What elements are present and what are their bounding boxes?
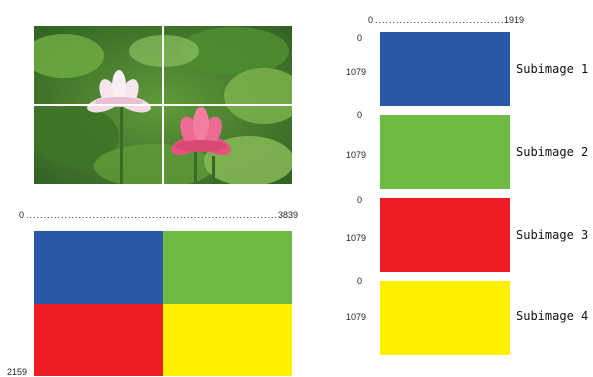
big-x-end-label: 3839 [278,210,299,220]
lotus-photo-illustration [34,26,292,184]
sub3-y-end: 1079 [346,233,367,243]
big-image-grid [34,231,292,376]
tile-top-left [34,231,163,304]
sub4-y-end: 1079 [346,312,367,322]
subimage-2-rect [380,115,510,189]
sub-x-end-label: 1919 [504,15,525,25]
subimage-3-rect [380,198,510,272]
sub-x-start-label: 0 [368,15,374,25]
lotus-photo [34,26,292,184]
sub1-y-start: 0 [357,33,363,43]
subimage-1-rect [380,32,510,106]
subimage-2-label: Subimage 2 [516,145,589,159]
subimage-1-label: Subimage 1 [516,62,589,76]
sub1-y-end: 1079 [346,67,367,77]
sub4-y-start: 0 [357,276,363,286]
subimage-4-rect [380,281,510,355]
sub2-y-end: 1079 [346,150,367,160]
sub2-y-start: 0 [357,110,363,120]
tile-bottom-right [163,304,292,376]
tile-top-right [163,231,292,304]
big-x-axis-dots: ........................................… [26,210,276,220]
subimage-3-label: Subimage 3 [516,228,589,242]
subimage-4-label: Subimage 4 [516,309,589,323]
tile-bottom-left [34,304,163,376]
sub3-y-start: 0 [357,195,363,205]
big-y-end-label: 2159 [7,367,28,377]
big-x-start-label: 0 [19,210,25,220]
sub-x-axis-dots: ........................................… [375,15,503,25]
